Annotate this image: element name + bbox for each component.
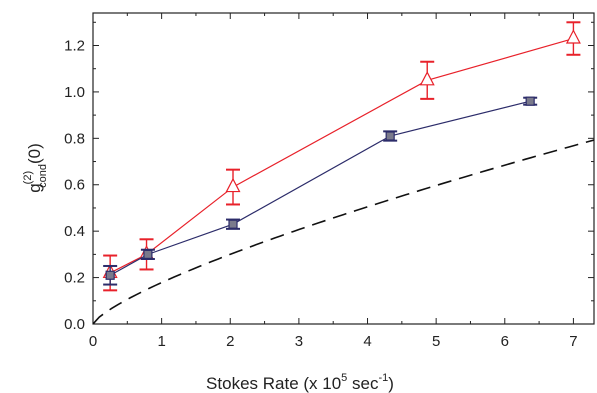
x-axis-title: Stokes Rate (x 105 sec-1) [206, 372, 394, 393]
x-tick-label: 6 [501, 333, 509, 350]
series-line [109, 100, 531, 276]
y-axis-title-base: g [25, 183, 44, 192]
x-tick-label: 7 [569, 333, 577, 350]
y-tick-label: 0.2 [64, 270, 85, 287]
x-tick-label: 2 [226, 333, 234, 350]
data-point-triangle [225, 177, 241, 193]
data-point-square [105, 270, 115, 280]
plot-frame [92, 12, 595, 325]
y-axis-title-arg: (0) [25, 143, 44, 164]
y-tick-label: 1.2 [64, 37, 85, 54]
y-axis-title: g(2) cond(0) [22, 143, 49, 193]
dashed-curve [93, 139, 594, 324]
y-tick-label: 0.0 [64, 316, 85, 333]
axis-tick-labels: 0 1 2 3 4 5 6 7 0.0 0.2 0.4 0.6 0.8 1.0 1.2 [64, 37, 577, 350]
data-point-square [525, 96, 535, 106]
y-tick-label: 1.0 [64, 84, 85, 101]
x-axis-title-exponent: 5 [341, 372, 347, 384]
series-line [109, 37, 574, 274]
x-tick-label: 4 [363, 333, 371, 350]
data-point-triangle [419, 71, 435, 86]
axis-ticks [92, 13, 594, 325]
series-layer [93, 21, 594, 324]
data-point-square [143, 249, 153, 259]
y-tick-label: 0.6 [64, 177, 85, 194]
x-tick-label: 5 [432, 333, 440, 350]
series-0 [102, 21, 581, 292]
x-axis-title-unit-exponent: -1 [378, 372, 388, 384]
data-point-triangle [565, 29, 581, 44]
y-tick-label: 0.8 [64, 130, 85, 147]
y-axis-title-sup: (2) [22, 171, 34, 184]
x-tick-label: 1 [157, 333, 165, 350]
series-2 [93, 139, 594, 324]
x-axis-title-unit: sec [347, 374, 379, 393]
data-point-square [228, 219, 238, 229]
x-axis-title-main: Stokes Rate (x 10 [206, 374, 341, 393]
y-axis-title-sub: cond [37, 164, 49, 188]
x-tick-label: 3 [295, 333, 303, 350]
data-point-square [385, 131, 395, 141]
x-tick-label: 0 [89, 333, 97, 350]
x-axis-title-close: ) [388, 374, 394, 393]
y-tick-label: 0.4 [64, 223, 85, 240]
series-1 [103, 96, 538, 286]
